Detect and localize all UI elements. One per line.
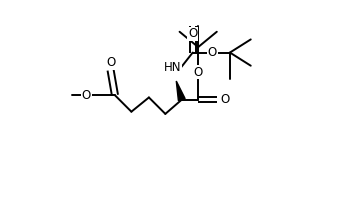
Text: O: O: [220, 93, 229, 106]
Text: O: O: [193, 66, 203, 79]
Text: O: O: [82, 89, 91, 102]
Text: O: O: [188, 27, 197, 40]
Text: O: O: [106, 56, 115, 69]
Text: HN: HN: [164, 61, 182, 74]
Polygon shape: [176, 81, 185, 101]
Text: O: O: [208, 46, 217, 59]
